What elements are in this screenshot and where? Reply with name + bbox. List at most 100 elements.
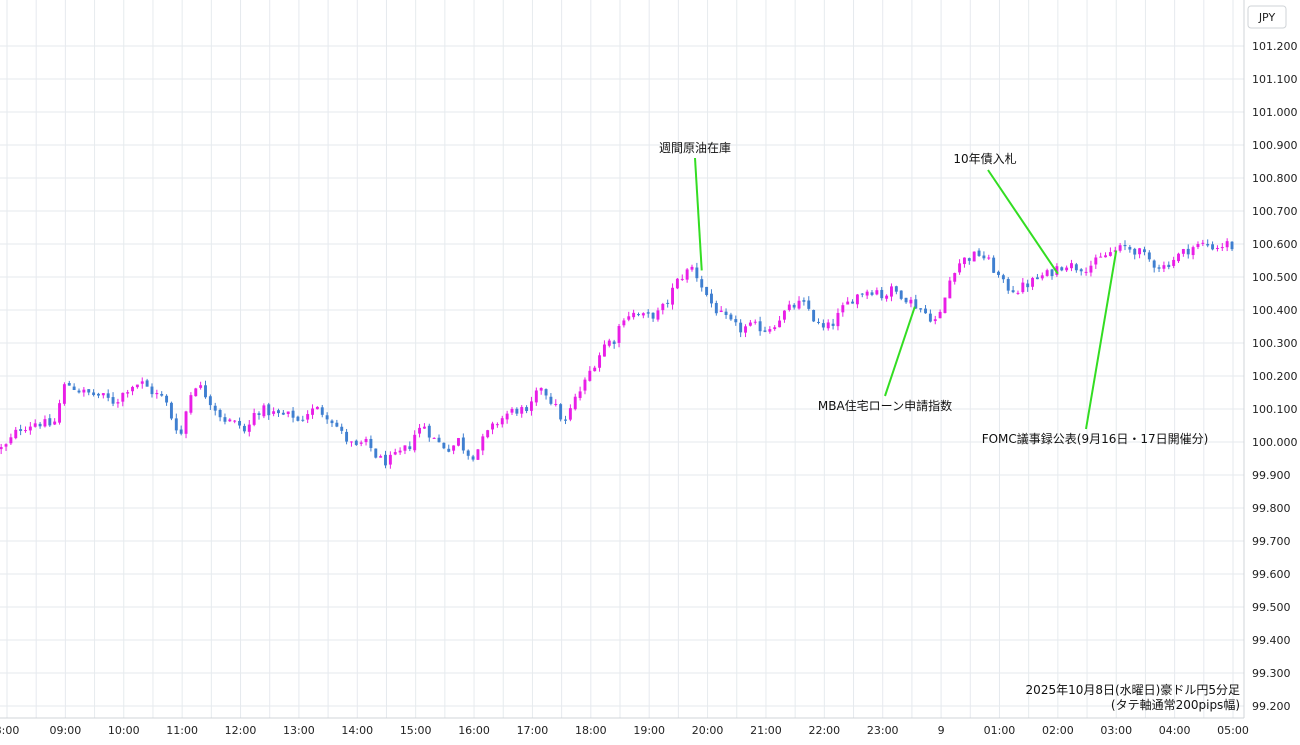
candle-body — [447, 448, 451, 452]
candle-body — [179, 429, 183, 434]
y-tick-label: 99.200 — [1252, 700, 1291, 713]
candle-body — [1123, 245, 1127, 247]
candle-body — [106, 393, 110, 398]
candle-body — [641, 313, 645, 316]
candle-body — [851, 301, 855, 304]
candle-body — [782, 310, 786, 320]
candle-body — [364, 438, 368, 443]
candle-body — [924, 308, 927, 314]
candle-body — [43, 419, 47, 427]
candle-body — [612, 341, 616, 344]
candle-body — [622, 320, 626, 326]
candle-body — [748, 322, 752, 326]
candle-body — [520, 407, 524, 414]
candle-body — [184, 411, 188, 434]
candle-body — [1128, 246, 1132, 250]
candle-body — [909, 299, 913, 304]
candle-body — [1060, 267, 1064, 271]
candle-body — [690, 266, 694, 270]
candle-body — [19, 429, 23, 431]
candle-body — [1094, 257, 1098, 265]
candle-body — [661, 303, 665, 311]
candle-body — [1079, 269, 1083, 272]
candle-body — [705, 286, 709, 295]
candle-body — [821, 323, 825, 328]
candle-body — [388, 454, 392, 465]
candle-body — [228, 419, 232, 422]
candle-body — [311, 408, 314, 415]
x-tick-label: 04:00 — [1159, 724, 1191, 737]
x-tick-label: 9 — [938, 724, 945, 737]
candle-body — [418, 427, 422, 434]
x-tick-label: 18:00 — [575, 724, 607, 737]
candle-body — [797, 300, 801, 309]
candle-body — [539, 387, 543, 391]
candle-body — [277, 410, 280, 414]
candle-body — [855, 294, 859, 305]
candle-body — [403, 445, 407, 451]
candle-body — [885, 295, 889, 299]
candle-body — [131, 386, 134, 392]
candle-body — [1138, 248, 1142, 255]
candle-body — [1186, 248, 1190, 255]
candle-body — [272, 411, 276, 414]
candle-body — [1045, 270, 1049, 276]
candle-body — [1021, 282, 1025, 293]
candle-body — [997, 271, 1000, 275]
x-tick-label: 20:00 — [692, 724, 724, 737]
candle-body — [1220, 247, 1224, 249]
candle-body — [1099, 256, 1103, 258]
candle-body — [1201, 242, 1205, 244]
candle-body — [1006, 279, 1010, 291]
candle-body — [442, 442, 446, 449]
candle-body — [481, 436, 485, 451]
candle-body — [680, 278, 684, 280]
candle-body — [807, 300, 811, 309]
candle-body — [238, 420, 242, 426]
candle-body — [218, 410, 222, 418]
candle-body — [529, 401, 533, 411]
candle-body — [671, 287, 675, 305]
x-tick-label: 11:00 — [166, 724, 198, 737]
annotation-label: 10年債入札 — [953, 151, 1016, 166]
candle-body — [291, 410, 295, 418]
candle-body — [826, 322, 830, 329]
candle-body — [505, 413, 509, 420]
y-tick-label: 101.100 — [1252, 73, 1298, 86]
candle-body — [116, 402, 120, 404]
candle-body — [369, 438, 373, 448]
candle-body — [67, 383, 71, 386]
candle-body — [476, 449, 480, 460]
candle-body — [534, 390, 538, 403]
candle-body — [1206, 243, 1210, 246]
candle-body — [4, 444, 8, 447]
candle-body — [700, 279, 704, 288]
candle-body — [685, 269, 689, 280]
candle-body — [97, 393, 100, 396]
candle-body — [894, 286, 898, 292]
candle-body — [77, 390, 81, 393]
candle-body — [675, 278, 679, 289]
candle-body — [1084, 271, 1088, 273]
annotation-label: MBA住宅ローン申請指数 — [818, 398, 952, 413]
x-tick-label: 02:00 — [1042, 724, 1074, 737]
x-tick-label: 23:00 — [867, 724, 899, 737]
candle-body — [379, 456, 383, 458]
candle-body — [1026, 283, 1030, 288]
candle-body — [335, 422, 339, 427]
candle-body — [452, 445, 456, 451]
candle-body — [602, 344, 606, 357]
candle-body — [914, 299, 918, 309]
currency-badge[interactable] — [1247, 5, 1287, 29]
candle-body — [763, 330, 767, 332]
candle-body — [1074, 264, 1078, 271]
x-tick-label: 12:00 — [225, 724, 257, 737]
annotation-leader-line — [884, 306, 916, 397]
candle-body — [714, 302, 718, 314]
candle-body — [281, 412, 285, 415]
candle-body — [1035, 277, 1039, 280]
candle-body — [607, 340, 611, 346]
candle-body — [1211, 244, 1215, 250]
candle-body — [1001, 275, 1005, 280]
candle-body — [578, 391, 582, 398]
